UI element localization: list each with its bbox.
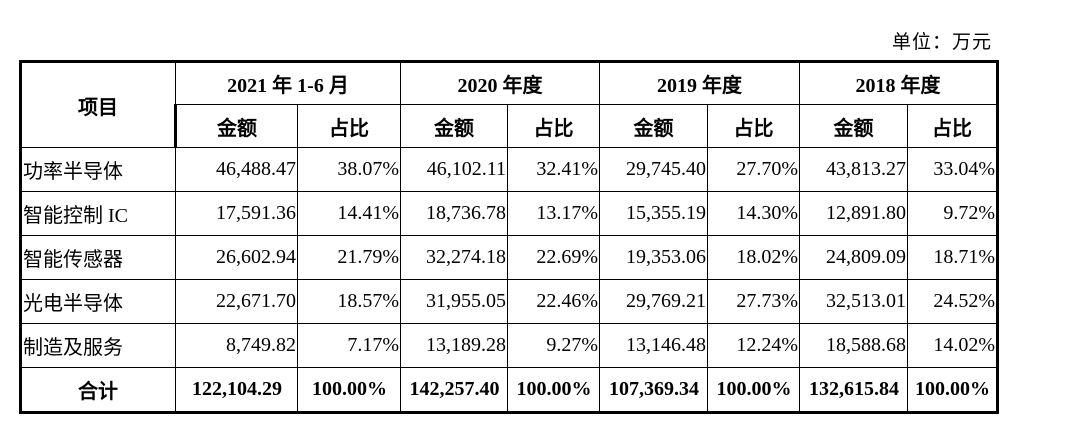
ratio-cell: 38.07% xyxy=(296,147,402,192)
ratio-cell: 27.73% xyxy=(707,279,801,324)
row-label: 制造及服务 xyxy=(19,323,176,368)
header-row-columns: 金额 占比 金额 占比 金额 占比 金额 占比 xyxy=(21,104,1000,148)
amount-cell: 31,955.05 xyxy=(400,279,509,324)
amount-cell: 29,745.40 xyxy=(599,147,709,192)
amount-cell: 12,891.80 xyxy=(799,191,909,236)
ratio-cell: 24.52% xyxy=(907,279,1000,324)
revenue-by-product-table: 项目 2021 年 1-6 月 2020 年度 2019 年度 2018 年度 … xyxy=(19,60,1000,414)
row-label: 功率半导体 xyxy=(19,147,176,192)
amount-column-header: 金额 xyxy=(799,104,909,148)
ratio-cell: 22.69% xyxy=(507,235,601,280)
ratio-cell: 33.04% xyxy=(907,147,1000,192)
table-row: 功率半导体 46,488.47 38.07% 46,102.11 32.41% … xyxy=(19,147,1000,192)
amount-cell: 29,769.21 xyxy=(599,279,709,324)
table-row: 制造及服务 8,749.82 7.17% 13,189.28 9.27% 13,… xyxy=(19,323,1000,368)
amount-cell: 13,146.48 xyxy=(599,323,709,368)
ratio-column-header: 占比 xyxy=(296,104,402,148)
ratio-column-header: 占比 xyxy=(507,104,601,148)
amount-cell: 18,736.78 xyxy=(400,191,509,236)
period-header: 2020 年度 xyxy=(400,60,601,105)
amount-cell: 8,749.82 xyxy=(175,323,298,368)
ratio-column-header: 占比 xyxy=(907,104,1000,148)
amount-cell: 19,353.06 xyxy=(599,235,709,280)
total-row: 合计 122,104.29 100.00% 142,257.40 100.00%… xyxy=(19,367,1000,414)
row-label: 智能控制 IC xyxy=(19,191,176,236)
row-label: 智能传感器 xyxy=(19,235,176,280)
amount-cell: 43,813.27 xyxy=(799,147,909,192)
ratio-cell: 18.02% xyxy=(707,235,801,280)
table-row: 光电半导体 22,671.70 18.57% 31,955.05 22.46% … xyxy=(19,279,1000,324)
row-label: 光电半导体 xyxy=(19,279,176,324)
total-ratio-cell: 100.00% xyxy=(707,367,801,414)
amount-cell: 32,274.18 xyxy=(400,235,509,280)
header-row-periods: 项目 2021 年 1-6 月 2020 年度 2019 年度 2018 年度 xyxy=(19,60,1000,148)
amount-column-header: 金额 xyxy=(599,104,709,148)
amount-cell: 46,488.47 xyxy=(175,147,298,192)
ratio-cell: 32.41% xyxy=(507,147,601,192)
ratio-cell: 21.79% xyxy=(296,235,402,280)
total-label: 合计 xyxy=(19,367,176,414)
amount-cell: 18,588.68 xyxy=(799,323,909,368)
amount-cell: 32,513.01 xyxy=(799,279,909,324)
amount-cell: 46,102.11 xyxy=(400,147,509,192)
total-ratio-cell: 100.00% xyxy=(507,367,601,414)
ratio-cell: 14.02% xyxy=(907,323,1000,368)
ratio-cell: 13.17% xyxy=(507,191,601,236)
total-amount-cell: 107,369.34 xyxy=(599,367,709,414)
ratio-cell: 7.17% xyxy=(296,323,402,368)
total-amount-cell: 122,104.29 xyxy=(175,367,298,414)
amount-cell: 26,602.94 xyxy=(175,235,298,280)
ratio-column-header: 占比 xyxy=(707,104,801,148)
ratio-cell: 18.71% xyxy=(907,235,1000,280)
ratio-cell: 14.30% xyxy=(707,191,801,236)
total-amount-cell: 132,615.84 xyxy=(799,367,909,414)
ratio-cell: 9.27% xyxy=(507,323,601,368)
amount-column-header: 金额 xyxy=(400,104,509,148)
ratio-cell: 14.41% xyxy=(296,191,402,236)
amount-column-header: 金额 xyxy=(174,104,298,148)
ratio-cell: 12.24% xyxy=(707,323,801,368)
table-row: 智能传感器 26,602.94 21.79% 32,274.18 22.69% … xyxy=(19,235,1000,280)
ratio-cell: 9.72% xyxy=(907,191,1000,236)
unit-label: 单位：万元 xyxy=(891,32,992,53)
item-column-header: 项目 xyxy=(19,60,176,148)
period-header: 2018 年度 xyxy=(799,60,1000,105)
total-amount-cell: 142,257.40 xyxy=(400,367,509,414)
ratio-cell: 18.57% xyxy=(296,279,402,324)
period-header: 2021 年 1-6 月 xyxy=(174,60,402,105)
amount-cell: 22,671.70 xyxy=(175,279,298,324)
amount-cell: 17,591.36 xyxy=(175,191,298,236)
total-ratio-cell: 100.00% xyxy=(296,367,402,414)
table-row: 智能控制 IC 17,591.36 14.41% 18,736.78 13.17… xyxy=(19,191,1000,236)
amount-cell: 13,189.28 xyxy=(400,323,509,368)
total-ratio-cell: 100.00% xyxy=(907,367,1000,414)
amount-cell: 15,355.19 xyxy=(599,191,709,236)
ratio-cell: 22.46% xyxy=(507,279,601,324)
amount-cell: 24,809.09 xyxy=(799,235,909,280)
ratio-cell: 27.70% xyxy=(707,147,801,192)
period-header: 2019 年度 xyxy=(599,60,801,105)
